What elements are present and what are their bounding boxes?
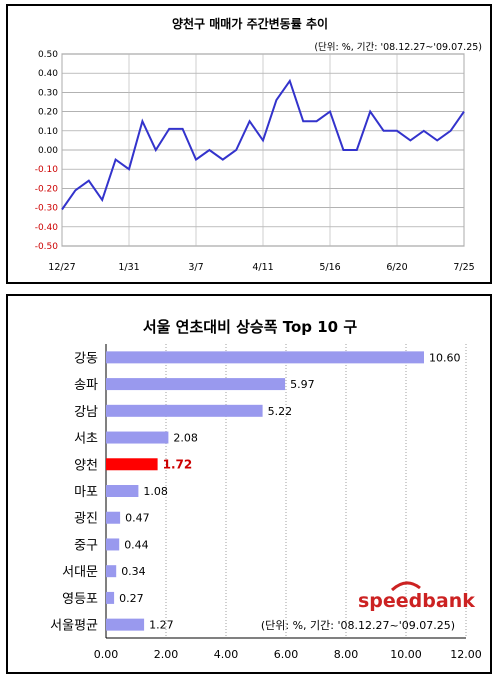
x-tick-label: 4/11 (252, 262, 273, 273)
data-label: 0.27 (119, 592, 144, 605)
data-label: 0.34 (121, 565, 146, 578)
y-tick-label: 0.10 (38, 127, 58, 137)
x-tick-label: 3/7 (188, 262, 203, 273)
category-label: 서대문 (62, 565, 98, 580)
category-label: 광진 (74, 512, 98, 527)
data-label: 1.27 (149, 619, 174, 632)
x-tick-label: 5/16 (319, 262, 340, 273)
data-label: 1.72 (163, 457, 193, 471)
y-tick-label: 0.00 (38, 146, 58, 156)
category-label: 중구 (74, 538, 98, 553)
category-label: 서울평균 (50, 619, 98, 634)
y-tick-label: -0.30 (35, 204, 59, 214)
category-label: 강남 (74, 405, 98, 420)
y-tick-label: 0.20 (38, 108, 58, 118)
chart-title: 양천구 매매가 주간변동률 추이 (172, 16, 328, 31)
category-label: 서초 (74, 432, 98, 447)
bar (106, 404, 263, 417)
bar (106, 431, 169, 444)
x-tick-label: 6.00 (274, 648, 299, 661)
data-label: 5.22 (268, 405, 293, 418)
y-tick-label: 0.30 (38, 88, 58, 98)
x-tick-label: 7/25 (453, 262, 474, 273)
bar (106, 591, 115, 604)
data-label: 0.47 (125, 512, 150, 525)
y-tick-label: -0.40 (35, 223, 59, 233)
speedbank-logo: speedbank (358, 581, 475, 612)
data-label: 1.08 (143, 485, 168, 498)
bar (106, 618, 145, 631)
category-label: 송파 (74, 378, 98, 393)
svg-text:speedbank: speedbank (358, 590, 475, 612)
y-tick-label: 0.50 (38, 50, 58, 60)
bar (106, 511, 121, 524)
bar (106, 351, 424, 364)
y-tick-label: -0.10 (35, 165, 59, 175)
line-chart: 양천구 매매가 주간변동률 추이 (단위: %, 기간: '08.12.27~'… (35, 16, 482, 273)
x-tick-label: 1/31 (118, 262, 139, 273)
category-label: 양천 (74, 458, 98, 473)
x-tick-label: 12.00 (450, 648, 482, 661)
x-tick-label: 4.00 (214, 648, 239, 661)
x-tick-label: 2.00 (154, 648, 179, 661)
category-label: 마포 (74, 485, 98, 500)
y-tick-label: -0.50 (35, 242, 59, 252)
x-tick-label: 8.00 (334, 648, 359, 661)
data-label: 10.60 (429, 351, 461, 364)
bar (106, 485, 139, 497)
x-tick-label: 0.00 (94, 648, 119, 661)
bar (106, 538, 120, 551)
chart-subtitle: (단위: %, 기간: '08.12.27~'09.07.25) (314, 41, 482, 53)
data-label: 0.44 (124, 538, 149, 551)
bar-chart: 서울 연초대비 상승폭 Top 10 구 강동송파강남서초양천마포광진중구서대문… (50, 318, 482, 661)
x-tick-label: 10.00 (390, 648, 422, 661)
category-label: 영등포 (62, 592, 98, 607)
data-label: 5.97 (290, 378, 315, 391)
chart-note: (단위: %, 기간: '08.12.27~'09.07.25) (261, 619, 455, 632)
y-tick-label: -0.20 (35, 184, 59, 194)
bar (106, 458, 158, 471)
y-tick-label: 0.40 (38, 69, 58, 79)
series-line (61, 78, 465, 211)
chart-title: 서울 연초대비 상승폭 Top 10 구 (143, 318, 357, 336)
x-tick-label: 12/27 (48, 262, 75, 273)
x-tick-label: 6/20 (386, 262, 407, 273)
bar (106, 565, 117, 578)
line-chart-panel: 양천구 매매가 주간변동률 추이 (단위: %, 기간: '08.12.27~'… (6, 4, 492, 284)
data-label: 2.08 (173, 432, 198, 445)
bar (106, 378, 286, 391)
category-label: 강동 (74, 351, 98, 366)
